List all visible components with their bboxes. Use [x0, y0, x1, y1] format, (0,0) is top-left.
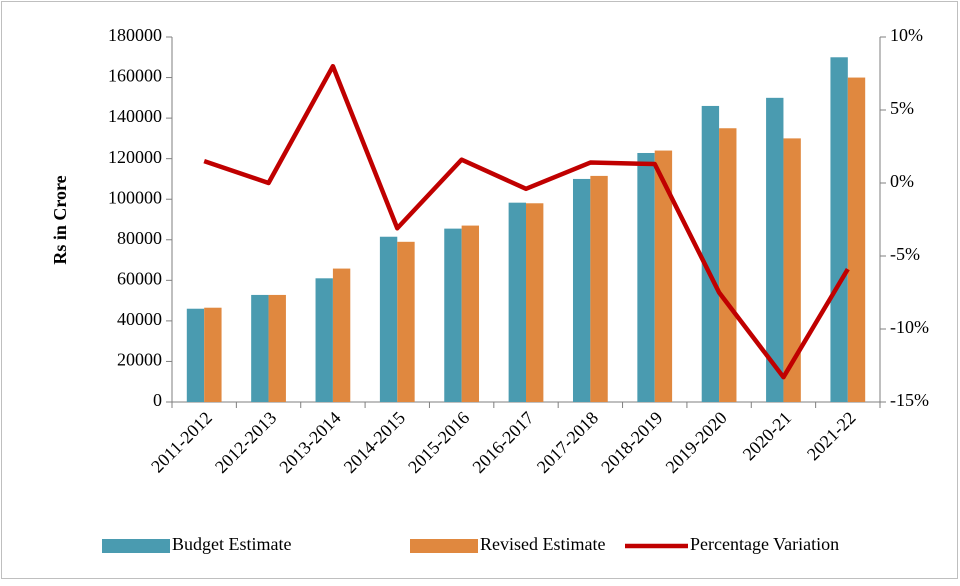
y-tick-label: 80000: [117, 228, 162, 248]
y-axis-label: Rs in Crore: [50, 175, 70, 264]
y-tick-label: 160000: [108, 66, 162, 86]
y2-tick-label: 10%: [890, 25, 923, 45]
bar: [847, 77, 866, 403]
bar: [701, 105, 720, 402]
y-tick-label: 100000: [108, 187, 162, 207]
y2-tick-label: -15%: [890, 390, 929, 410]
bar: [526, 203, 544, 402]
bar: [444, 228, 462, 402]
bar: [315, 278, 333, 402]
bar: [397, 241, 415, 402]
legend-swatch: [102, 539, 170, 553]
legend-swatch: [410, 539, 478, 553]
bar: [508, 202, 526, 402]
bar: [268, 294, 286, 402]
bar: [766, 97, 784, 402]
y-tick-label: 20000: [117, 350, 162, 370]
bar: [590, 175, 608, 402]
y2-tick-label: 5%: [890, 98, 914, 118]
bar: [332, 268, 351, 402]
legend-label: Percentage Variation: [690, 534, 839, 554]
y-tick-label: 120000: [108, 147, 162, 167]
bar: [719, 128, 737, 402]
y2-tick-label: -5%: [890, 244, 920, 264]
y-tick-label: 60000: [117, 268, 162, 288]
bar: [204, 307, 222, 402]
y-tick-label: 0: [153, 390, 162, 410]
legend-label: Revised Estimate: [480, 534, 605, 554]
bar: [251, 294, 269, 402]
y2-tick-label: -10%: [890, 317, 929, 337]
legend-label: Budget Estimate: [172, 534, 291, 554]
bar: [783, 138, 801, 402]
bar: [830, 57, 848, 403]
y-tick-label: 180000: [108, 25, 162, 45]
y-tick-label: 40000: [117, 309, 162, 329]
y-tick-label: 140000: [108, 106, 162, 126]
bar: [186, 308, 205, 402]
line-series: [203, 63, 850, 380]
bar: [637, 152, 655, 402]
bar: [379, 236, 398, 402]
bar: [461, 225, 480, 402]
bar: [572, 178, 591, 402]
bar: [654, 150, 673, 402]
y2-tick-label: 0%: [890, 171, 914, 191]
